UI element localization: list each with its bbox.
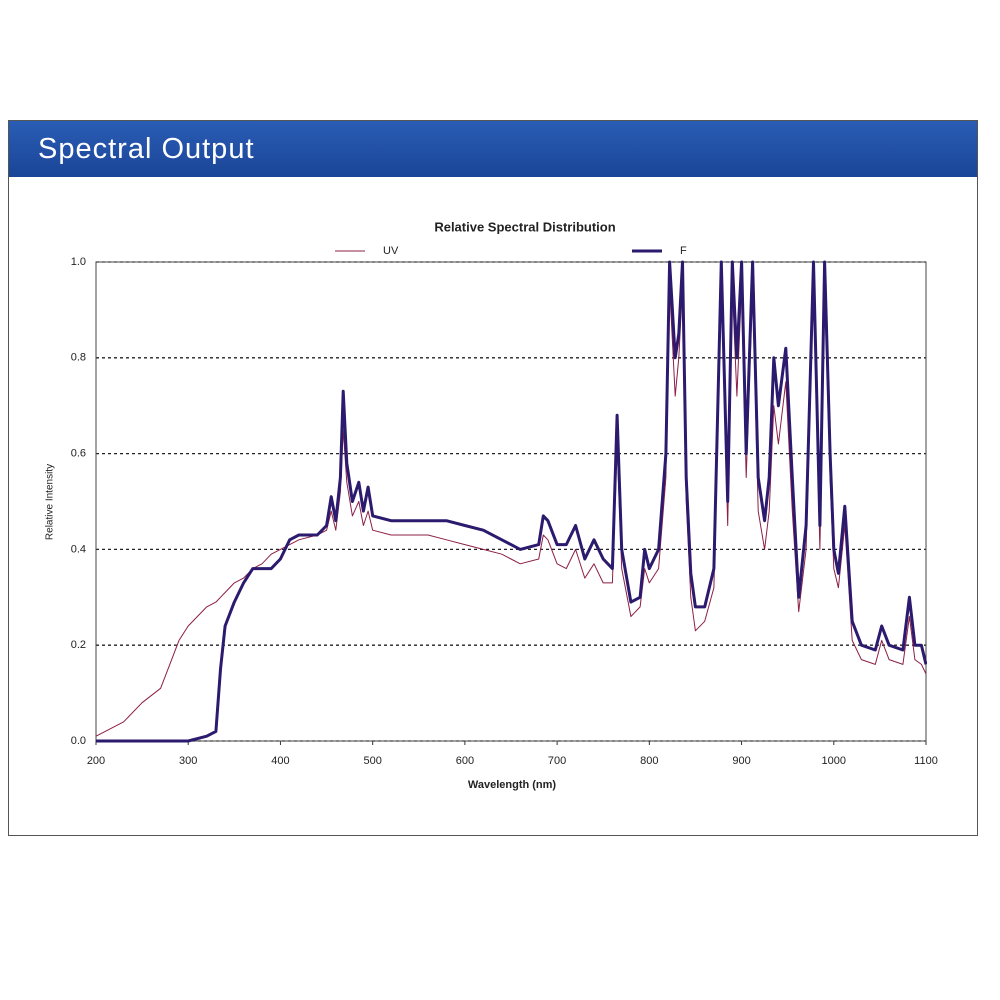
x-tick-label: 500 — [363, 755, 381, 767]
x-tick-label: 1100 — [914, 755, 938, 767]
series-line — [96, 260, 927, 743]
x-tick-label: 600 — [456, 755, 474, 767]
y-tick-label: 0.4 — [71, 543, 86, 555]
y-tick-label: 1.0 — [71, 256, 86, 268]
x-tick-label: 900 — [732, 755, 750, 767]
x-tick-label: 1000 — [822, 755, 846, 767]
chart-title: Relative Spectral Distribution — [434, 219, 615, 234]
x-tick-label: 200 — [87, 755, 105, 767]
y-tick-label: 0.6 — [71, 448, 86, 460]
legend-label: F — [680, 245, 687, 257]
x-tick-label: 300 — [179, 755, 197, 767]
x-tick-label: 800 — [640, 755, 658, 767]
y-tick-label: 0.2 — [71, 639, 86, 651]
plot-frame — [95, 261, 927, 742]
plot-area — [96, 260, 927, 743]
legend-label: UV — [383, 245, 399, 257]
y-tick-label: 0.0 — [71, 735, 86, 747]
x-tick-label: 700 — [548, 755, 566, 767]
x-axis-label: Wavelength (nm) — [468, 779, 557, 791]
x-tick-label: 400 — [271, 755, 289, 767]
panel: Spectral Output — [8, 120, 978, 836]
y-tick-label: 0.8 — [71, 352, 86, 364]
y-axis-label: Relative Intensity — [45, 464, 56, 540]
panel-header: Spectral Output — [9, 121, 977, 177]
